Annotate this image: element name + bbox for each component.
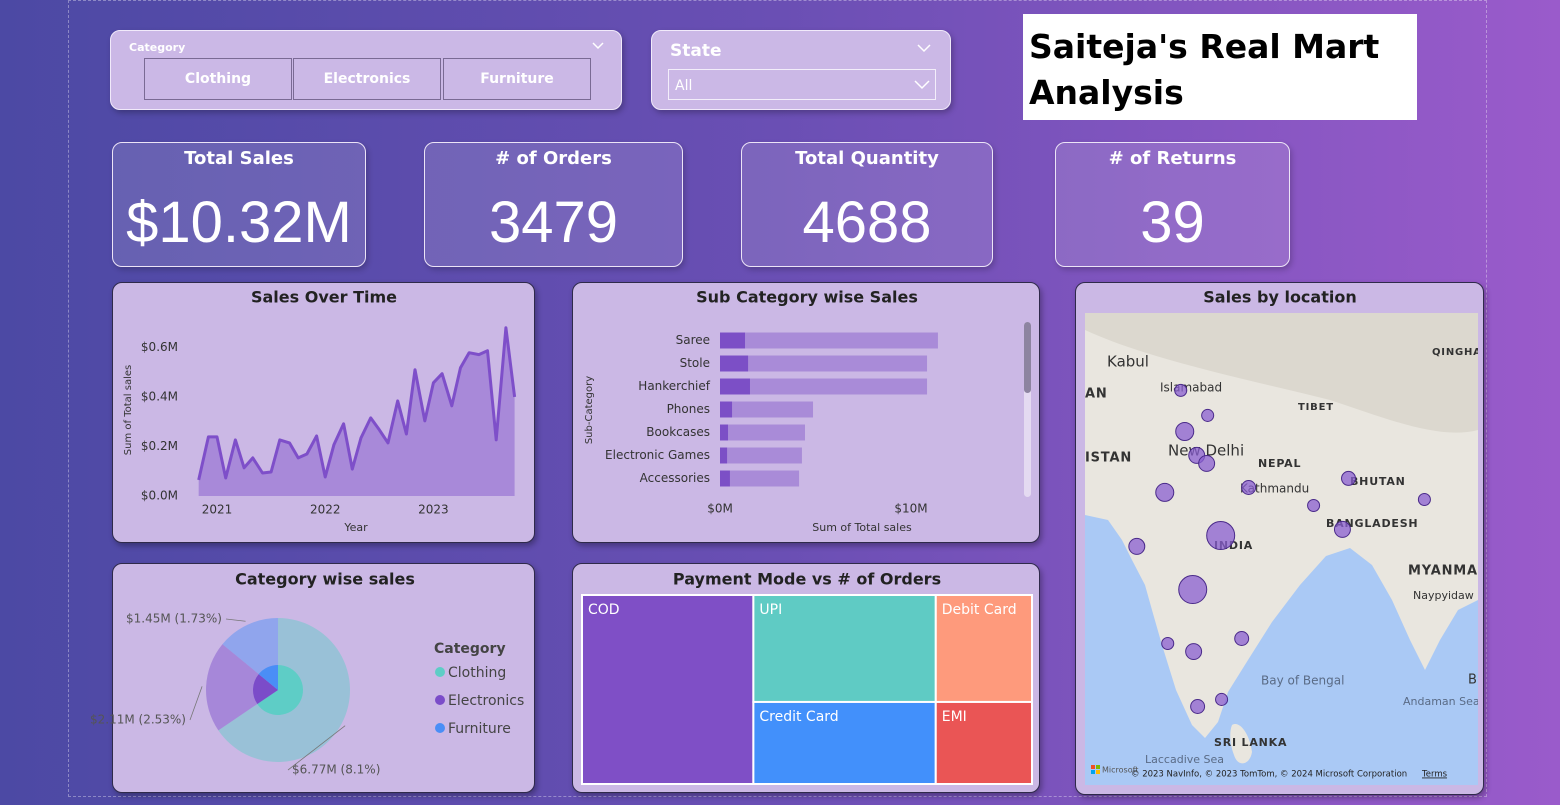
slicer-label: Category bbox=[129, 41, 186, 54]
slicer-label: State bbox=[670, 41, 722, 61]
chevron bbox=[914, 80, 930, 90]
chart-panel bbox=[112, 282, 535, 543]
kpi-label: # of Orders bbox=[495, 148, 612, 169]
kpi-label: Total Quantity bbox=[795, 148, 939, 169]
kpi-card: Total Quantity 4688 bbox=[741, 142, 993, 267]
kpi-label: Total Sales bbox=[184, 148, 294, 169]
state-slicer: State All bbox=[651, 30, 951, 110]
kpi-card: # of Orders 3479 bbox=[424, 142, 683, 267]
kpi-value: 3479 bbox=[488, 190, 619, 255]
kpi-value: 4688 bbox=[802, 190, 932, 255]
kpi-value: 39 bbox=[1140, 190, 1205, 255]
dropdown-value: All bbox=[675, 78, 693, 94]
canvas-frame bbox=[68, 0, 1487, 797]
chart-panel bbox=[572, 563, 1040, 793]
chevron[interactable] bbox=[591, 41, 605, 51]
kpi-card: # of Returns 39 bbox=[1055, 142, 1290, 267]
chart-panel bbox=[572, 282, 1040, 543]
slicer-button[interactable]: Furniture bbox=[443, 58, 591, 100]
kpi-card: Total Sales $10.32M bbox=[112, 142, 366, 267]
chart-panel bbox=[1075, 282, 1484, 795]
kpi-label: # of Returns bbox=[1108, 148, 1237, 169]
chevron[interactable] bbox=[916, 43, 932, 55]
report-title: Saiteja's Real Mart Analysis bbox=[1023, 14, 1417, 120]
chart-panel bbox=[112, 563, 535, 793]
kpi-value: $10.32M bbox=[126, 190, 352, 255]
state-dropdown[interactable]: All bbox=[668, 69, 936, 100]
slicer-button[interactable]: Clothing bbox=[144, 58, 292, 100]
category-slicer: Category Clothing Electronics Furniture bbox=[110, 30, 622, 110]
slicer-button[interactable]: Electronics bbox=[293, 58, 441, 100]
